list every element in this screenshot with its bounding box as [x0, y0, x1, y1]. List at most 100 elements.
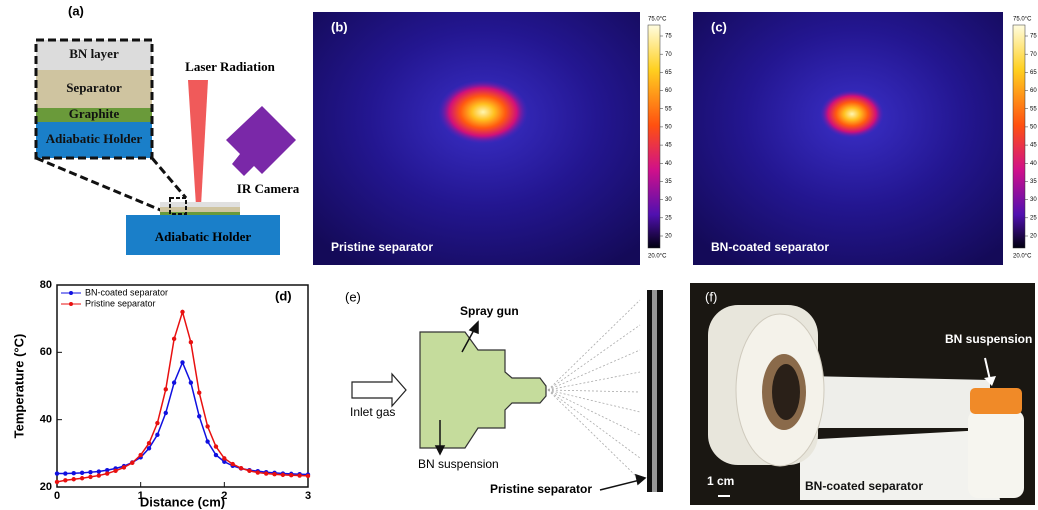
- panel-label: (b): [331, 19, 348, 34]
- point: [138, 453, 142, 457]
- point: [222, 456, 226, 460]
- panel-b: (b)Pristine separator75.0°C20.0°C7570656…: [313, 12, 672, 265]
- colorbar: [648, 25, 660, 248]
- x-tick-label: 3: [305, 490, 311, 502]
- plot-frame: [57, 285, 308, 487]
- point: [147, 441, 151, 445]
- point: [63, 471, 67, 475]
- panel-label: (c): [711, 19, 727, 34]
- point: [164, 387, 168, 391]
- spray-gun: [420, 332, 546, 448]
- caption: Pristine separator: [331, 240, 433, 254]
- colorbar-tick-label: 75: [1030, 34, 1037, 40]
- colorbar-tick-label: 40: [1030, 161, 1037, 167]
- legend-label: BN-coated separator: [85, 287, 168, 297]
- label: IR Camera: [237, 181, 300, 196]
- point: [205, 424, 209, 428]
- point: [172, 380, 176, 384]
- y-tick-label: 40: [40, 414, 52, 426]
- point: [172, 337, 176, 341]
- x-tick-label: 0: [54, 490, 60, 502]
- roll-hole: [772, 364, 800, 420]
- point: [214, 444, 218, 448]
- label: Pristine separator: [490, 482, 592, 496]
- y-axis-label: Temperature (°C): [11, 334, 26, 439]
- point: [113, 469, 117, 473]
- colorbar-tick-label: 35: [1030, 179, 1037, 185]
- legend-marker: [69, 291, 73, 295]
- colorbar-tick-label: 65: [665, 70, 672, 76]
- point: [297, 473, 301, 477]
- point: [264, 471, 268, 475]
- label: 1 cm: [707, 474, 734, 488]
- point: [72, 471, 76, 475]
- legend-label: Pristine separator: [85, 298, 156, 308]
- point: [88, 470, 92, 474]
- layer: [160, 207, 240, 212]
- point: [272, 472, 276, 476]
- point: [247, 469, 251, 473]
- laser-beam: [188, 80, 208, 206]
- colorbar-tick-label: 55: [1030, 106, 1037, 112]
- point: [197, 414, 201, 418]
- label: Inlet gas: [350, 405, 395, 419]
- panel-e: (e) Spray gun Inlet gas BN suspension Pr…: [345, 289, 663, 496]
- colorbar-tick-label: 70: [665, 52, 672, 58]
- point: [55, 480, 59, 484]
- y-tick-label: 60: [40, 346, 52, 358]
- colorbar-tick-label: 50: [1030, 124, 1037, 130]
- colorbar-tick-label: 45: [1030, 143, 1037, 149]
- colorbar-tick-label: 45: [665, 143, 672, 149]
- point: [189, 340, 193, 344]
- legend-marker: [69, 302, 73, 306]
- point: [155, 421, 159, 425]
- thermal-image: [693, 12, 1003, 265]
- colorbar-tick-label: 70: [1030, 52, 1037, 58]
- point: [214, 453, 218, 457]
- ir-camera: [226, 106, 296, 176]
- figure: (a) BN layerSeparatorGraphiteAdiabatic H…: [0, 0, 1038, 510]
- point: [289, 473, 293, 477]
- colorbar-tick-label: 25: [665, 215, 672, 221]
- panel-label: (d): [275, 288, 292, 303]
- label: Adiabatic Holder: [155, 229, 252, 244]
- colorbar-tick-label: 50: [665, 124, 672, 130]
- point: [63, 478, 67, 482]
- point: [147, 446, 151, 450]
- point: [180, 310, 184, 314]
- panel-c: (c)BN-coated separator75.0°C20.0°C757065…: [693, 12, 1037, 265]
- colorbar-tick-label: 75: [665, 34, 672, 40]
- colorbar-tick-label: 30: [665, 197, 672, 203]
- point: [180, 360, 184, 364]
- colorbar-min: 20.0°C: [648, 254, 667, 260]
- point: [205, 439, 209, 443]
- layer-label: Separator: [66, 80, 122, 95]
- label: Spray gun: [460, 304, 519, 318]
- point: [97, 469, 101, 473]
- point: [72, 477, 76, 481]
- colorbar-tick-label: 20: [1030, 234, 1037, 240]
- colorbar-tick-label: 35: [665, 179, 672, 185]
- colorbar-tick-label: 25: [1030, 215, 1037, 221]
- label: Laser Radiation: [185, 59, 275, 74]
- colorbar-tick-label: 30: [1030, 197, 1037, 203]
- point: [88, 475, 92, 479]
- point: [197, 391, 201, 395]
- caption: BN-coated separator: [711, 240, 829, 254]
- panel-a: (a) BN layerSeparatorGraphiteAdiabatic H…: [36, 3, 300, 255]
- label: BN-coated separator: [805, 479, 923, 493]
- y-tick-label: 20: [40, 481, 52, 493]
- point: [122, 465, 126, 469]
- colorbar-tick-label: 60: [1030, 88, 1037, 94]
- colorbar-max: 75.0°C: [1013, 17, 1032, 23]
- panel-label: (e): [345, 289, 361, 304]
- layer-label: BN layer: [69, 46, 119, 61]
- panel-label: (a): [68, 3, 84, 18]
- inlet-arrow: [352, 374, 406, 406]
- hot-spot: [820, 90, 884, 138]
- colorbar-tick-label: 20: [665, 234, 672, 240]
- point: [239, 466, 243, 470]
- point: [281, 473, 285, 477]
- colorbar-tick-label: 40: [665, 161, 672, 167]
- series-line: [57, 362, 308, 474]
